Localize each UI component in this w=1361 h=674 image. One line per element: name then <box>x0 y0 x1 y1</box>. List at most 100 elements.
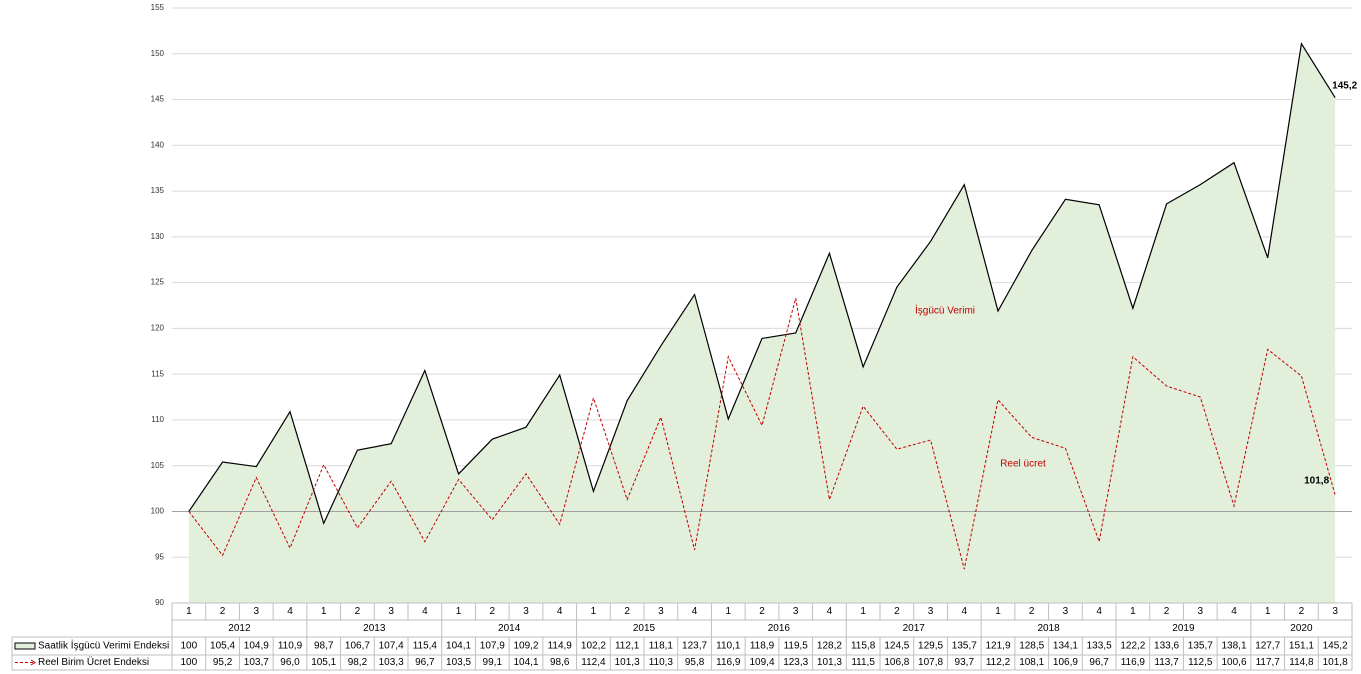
x-tick-label: 1 <box>860 606 866 617</box>
x-tick-label: 4 <box>1231 606 1237 617</box>
y-tick-label: 115 <box>151 369 164 378</box>
table-cell: 122,2 <box>1120 641 1145 652</box>
table-cell: 110,1 <box>716 641 741 652</box>
table-cell: 133,5 <box>1087 641 1112 652</box>
x-tick-label: 4 <box>692 606 698 617</box>
table-cell: 127,7 <box>1255 641 1280 652</box>
table-cell: 115,8 <box>851 641 876 652</box>
table-cell: 145,2 <box>1323 641 1348 652</box>
area <box>188 43 1336 603</box>
table-cell: 103,5 <box>446 657 471 668</box>
table-cell: 116,9 <box>1121 657 1146 668</box>
table-cell: 111,5 <box>851 657 875 668</box>
table-cell: 128,2 <box>817 641 842 652</box>
table-cell: 105,4 <box>210 641 235 652</box>
table-cell: 133,6 <box>1154 641 1179 652</box>
table-cell: 106,8 <box>884 657 909 668</box>
table-cell: 119,5 <box>784 641 809 652</box>
table-cell: 109,2 <box>513 641 538 652</box>
y-tick-label: 125 <box>151 278 165 287</box>
table-cell: 110,3 <box>649 657 674 668</box>
table-cell: 123,7 <box>682 641 707 652</box>
x-tick-label: 3 <box>1198 606 1204 617</box>
x-tick-label: 2 <box>894 606 900 617</box>
table-cell: 134,1 <box>1053 641 1078 652</box>
table-cell: 105,1 <box>311 657 336 668</box>
table-cell: 138,1 <box>1221 641 1246 652</box>
y-tick-label: 155 <box>151 3 165 12</box>
x-tick-label: 3 <box>523 606 529 617</box>
table-cell: 96,7 <box>415 657 435 668</box>
table-cell: 95,8 <box>685 657 705 668</box>
table-cell: 114,8 <box>1289 657 1314 668</box>
x-tick-label: 2 <box>759 606 765 617</box>
table-cell: 95,2 <box>213 657 233 668</box>
x-tick-label: 1 <box>591 606 597 617</box>
table-cell: 118,9 <box>750 641 775 652</box>
table-cell: 112,2 <box>986 657 1011 668</box>
table-cell: 110,9 <box>278 641 303 652</box>
x-tick-label: 4 <box>557 606 563 617</box>
table-cell: 112,4 <box>581 657 606 668</box>
x-tick-label: 1 <box>456 606 462 617</box>
table-cell: 93,7 <box>955 657 975 668</box>
table-cell: 107,9 <box>480 641 505 652</box>
table-cell: 99,1 <box>483 657 503 668</box>
table-cell: 104,9 <box>244 641 269 652</box>
group-label: 2017 <box>903 623 926 634</box>
end-label: 101,8 <box>1304 476 1329 487</box>
x-tick-label: 2 <box>1164 606 1170 617</box>
table-cell: 96,0 <box>280 657 300 668</box>
table-cell: 117,7 <box>1256 657 1281 668</box>
table-cell: 101,8 <box>1323 657 1348 668</box>
table-cell: 123,3 <box>783 657 808 668</box>
legend-swatch <box>14 642 36 650</box>
annotation: Reel ücret <box>1000 459 1046 470</box>
x-tick-label: 4 <box>422 606 428 617</box>
table-cell: 104,1 <box>513 657 538 668</box>
y-tick-label: 90 <box>155 598 164 607</box>
end-label: 145,2 <box>1332 80 1357 91</box>
table-cell: 100 <box>181 657 198 668</box>
x-tick-label: 3 <box>388 606 394 617</box>
x-tick-label: 3 <box>793 606 799 617</box>
y-tick-label: 95 <box>155 552 164 561</box>
table-cell: 129,5 <box>918 641 943 652</box>
line <box>188 298 1336 570</box>
table-cell: 108,1 <box>1019 657 1044 668</box>
y-tick-label: 110 <box>151 415 164 424</box>
y-tick-label: 135 <box>151 186 165 195</box>
table-cell: 124,5 <box>884 641 909 652</box>
x-tick-label: 4 <box>827 606 833 617</box>
table-cell: 121,9 <box>985 641 1010 652</box>
group-label: 2014 <box>498 623 521 634</box>
x-tick-label: 1 <box>186 606 192 617</box>
legend-swatch <box>30 659 36 666</box>
line <box>188 42 1336 526</box>
table-cell: 96,7 <box>1089 657 1109 668</box>
table-cell: 100,6 <box>1221 657 1246 668</box>
group-label: 2013 <box>363 623 386 634</box>
x-tick-label: 1 <box>1265 606 1271 617</box>
x-tick-label: 2 <box>1299 606 1305 617</box>
x-tick-label: 3 <box>928 606 934 617</box>
table-cell: 106,7 <box>345 641 370 652</box>
legend-label: Reel Birim Ücret Endeksi <box>38 656 149 668</box>
table-cell: 118,1 <box>649 641 674 652</box>
table-cell: 113,7 <box>1154 657 1179 668</box>
y-tick-label: 150 <box>151 49 165 58</box>
group-label: 2019 <box>1172 623 1195 634</box>
table-cell: 104,1 <box>446 641 471 652</box>
x-tick-label: 2 <box>490 606 496 617</box>
y-tick-label: 130 <box>151 232 165 241</box>
x-tick-label: 4 <box>287 606 293 617</box>
annotation: İşgücü Verimi <box>915 304 975 317</box>
legend-label: Saatlik İşgücü Verimi Endeksi <box>38 639 169 652</box>
group-label: 2020 <box>1290 623 1313 634</box>
y-tick-label: 120 <box>151 323 165 332</box>
table-cell: 114,9 <box>548 641 573 652</box>
y-tick-label: 100 <box>151 507 165 516</box>
x-tick-label: 3 <box>1063 606 1069 617</box>
table-cell: 128,5 <box>1019 641 1044 652</box>
table-cell: 112,5 <box>1188 657 1213 668</box>
